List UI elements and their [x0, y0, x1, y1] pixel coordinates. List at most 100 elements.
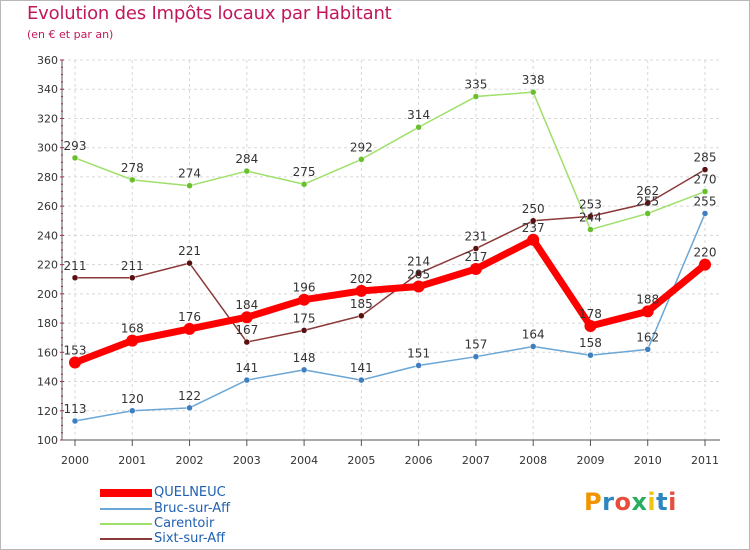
data-point-carentoir — [701, 188, 709, 195]
data-point-carentoir — [186, 182, 193, 189]
series-line-sixt-sur-aff — [74, 168, 706, 343]
data-point-quelneuc — [584, 320, 597, 332]
y-tick-label: 360 — [37, 54, 58, 67]
x-tick-label: 2007 — [462, 454, 490, 467]
data-label-carentoir: 293 — [64, 139, 87, 153]
legend-swatch-quelneuc — [100, 489, 152, 497]
data-point-sixt-sur-aff — [129, 274, 136, 282]
data-label-bruc-sur-aff: 255 — [694, 194, 717, 208]
y-tick-label: 140 — [37, 376, 58, 389]
series-line-bruc-sur-aff — [74, 212, 706, 422]
data-point-sixt-sur-aff — [71, 274, 79, 282]
data-label-bruc-sur-aff: 122 — [178, 389, 201, 403]
legend-swatch-bruc-sur-aff — [100, 508, 152, 510]
x-tick-label: 2010 — [634, 454, 662, 467]
data-label-sixt-sur-aff: 211 — [121, 259, 144, 273]
data-label-carentoir: 338 — [522, 73, 545, 87]
data-point-quelneuc — [641, 305, 654, 318]
series-layer — [69, 88, 711, 425]
data-point-carentoir — [300, 180, 308, 188]
data-point-quelneuc — [240, 311, 253, 324]
data-point-carentoir — [129, 176, 136, 184]
y-tick-label: 240 — [37, 229, 58, 242]
x-tick-label: 2000 — [61, 454, 89, 467]
x-tick-label: 2008 — [519, 454, 547, 467]
data-point-bruc-sur-aff — [529, 343, 537, 350]
y-tick-label: 120 — [37, 405, 58, 418]
data-point-sixt-sur-aff — [415, 270, 422, 277]
data-label-sixt-sur-aff: 285 — [694, 151, 717, 165]
x-tick-label: 2001 — [118, 454, 146, 467]
data-point-carentoir — [587, 226, 594, 233]
data-point-bruc-sur-aff — [472, 353, 480, 360]
data-label-sixt-sur-aff: 211 — [64, 259, 87, 273]
y-tick-label: 300 — [37, 142, 58, 155]
data-label-sixt-sur-aff: 221 — [178, 244, 201, 258]
data-label-quelneuc: 205 — [407, 268, 430, 282]
x-tick-label: 2011 — [691, 454, 719, 467]
data-label-quelneuc: 220 — [694, 246, 717, 260]
legend-label-carentoir: Carentoir — [154, 516, 215, 531]
data-point-bruc-sur-aff — [243, 376, 251, 384]
data-point-bruc-sur-aff — [358, 376, 365, 384]
y-tick-label: 340 — [37, 83, 58, 96]
data-point-sixt-sur-aff — [186, 259, 193, 267]
y-tick-label: 160 — [37, 346, 58, 359]
plot-area — [62, 60, 720, 440]
data-label-bruc-sur-aff: 164 — [522, 327, 545, 341]
series-bruc-sur-aff — [71, 210, 709, 425]
data-point-bruc-sur-aff — [701, 210, 709, 217]
data-point-carentoir — [644, 210, 651, 217]
data-label-bruc-sur-aff: 162 — [636, 330, 659, 344]
data-label-sixt-sur-aff: 214 — [407, 254, 430, 268]
data-point-sixt-sur-aff — [472, 245, 480, 252]
x-tick-label: 2009 — [576, 454, 604, 467]
data-label-quelneuc: 188 — [636, 292, 659, 306]
data-label-bruc-sur-aff: 158 — [579, 336, 602, 350]
logo-letter: P — [584, 488, 603, 516]
series-line-carentoir — [74, 91, 706, 231]
data-label-quelneuc: 184 — [235, 298, 258, 312]
data-label-carentoir: 278 — [121, 161, 144, 175]
data-label-bruc-sur-aff: 141 — [235, 361, 258, 375]
data-point-carentoir — [71, 154, 79, 162]
logo-letter: i — [647, 488, 657, 516]
series-sixt-sur-aff — [71, 166, 709, 346]
chart-subtitle: (en € et par an) — [27, 28, 114, 41]
logo-letter: i — [668, 488, 677, 516]
legend-label-sixt-sur-aff: Sixt-sur-Aff — [154, 531, 226, 546]
data-label-sixt-sur-aff: 231 — [464, 230, 487, 244]
data-label-carentoir: 284 — [235, 152, 258, 166]
data-label-quelneuc: 217 — [464, 250, 487, 264]
logo-letter: t — [656, 488, 669, 516]
x-tick-label: 2006 — [405, 454, 433, 467]
data-label-sixt-sur-aff: 167 — [235, 323, 258, 337]
data-point-bruc-sur-aff — [129, 407, 136, 415]
data-label-sixt-sur-aff: 185 — [350, 297, 373, 311]
data-label-carentoir: 270 — [694, 173, 717, 187]
logo-letter: r — [602, 488, 615, 516]
data-point-bruc-sur-aff — [300, 366, 308, 374]
legend-swatch-sixt-sur-aff — [100, 538, 152, 540]
data-point-bruc-sur-aff — [71, 417, 79, 425]
data-label-sixt-sur-aff: 250 — [522, 202, 545, 216]
logo-letter: o — [614, 488, 632, 516]
data-point-quelneuc — [355, 284, 368, 297]
data-point-quelneuc — [469, 263, 482, 275]
data-label-bruc-sur-aff: 113 — [64, 402, 87, 416]
data-point-quelneuc — [69, 356, 81, 369]
data-point-carentoir — [358, 156, 365, 163]
data-point-bruc-sur-aff — [186, 404, 193, 412]
chart-title: Evolution des Impôts locaux par Habitant — [27, 3, 392, 24]
data-point-sixt-sur-aff — [300, 327, 308, 334]
data-label-sixt-sur-aff: 175 — [293, 311, 316, 325]
data-label-bruc-sur-aff: 120 — [121, 392, 144, 406]
data-point-carentoir — [243, 167, 251, 175]
series-carentoir — [71, 88, 709, 233]
data-point-quelneuc — [527, 233, 540, 246]
data-label-carentoir: 275 — [293, 165, 316, 179]
data-label-bruc-sur-aff: 141 — [350, 361, 373, 375]
x-tick-label: 2005 — [347, 454, 375, 467]
data-label-carentoir: 274 — [178, 167, 201, 181]
